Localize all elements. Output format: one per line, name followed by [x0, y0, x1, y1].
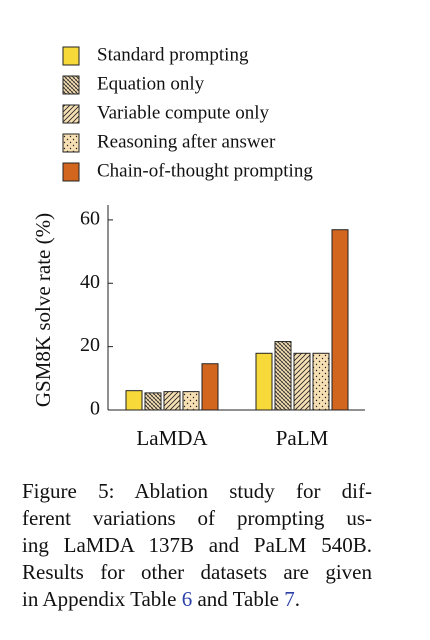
caption-line: Results for other datasets are given — [22, 560, 372, 584]
caption-line: Figure 5: Ablation study for dif- — [22, 479, 372, 503]
x-tick-label: LaMDA — [136, 426, 208, 450]
legend-label: Reasoning after answer — [97, 131, 276, 152]
bar — [293, 352, 311, 411]
y-axis-label: GSM8K solve rate (%) — [31, 213, 55, 407]
table-link[interactable]: 6 — [181, 587, 193, 611]
caption-line: in Appendix Table 6 and Table 7. — [22, 586, 372, 613]
caption-line: ferent variations of prompting us- — [22, 506, 372, 530]
y-tick-label: 40 — [80, 271, 100, 293]
bar — [125, 390, 143, 411]
y-tick-label: 20 — [80, 334, 100, 356]
bar — [274, 341, 292, 411]
legend-label: Equation only — [97, 73, 205, 94]
legend-label: Standard prompting — [97, 44, 249, 65]
legend-label: Chain-of-thought prompting — [97, 160, 313, 181]
x-tick-label: PaLM — [276, 426, 329, 450]
y-tick-label: 60 — [80, 207, 100, 229]
bar — [144, 392, 162, 411]
legend-swatch — [62, 46, 80, 66]
bar — [312, 352, 330, 411]
bar — [182, 391, 200, 411]
caption-text: in Appendix Table — [22, 587, 182, 611]
legend-swatch — [62, 75, 80, 95]
y-tick-label: 0 — [90, 398, 100, 420]
table-link[interactable]: 7 — [284, 587, 295, 611]
bar — [163, 391, 181, 411]
bar — [201, 363, 219, 411]
caption-text: . — [294, 587, 300, 611]
caption-line: ing LaMDA 137B and PaLM 540B. — [22, 533, 372, 557]
chart: GSM8K solve rate (%) 0 20 40 60 Standard pro… — [31, 44, 365, 450]
legend-label: Variable compute only — [97, 102, 270, 123]
legend-swatch — [62, 133, 80, 153]
caption-text: and Table — [192, 587, 285, 611]
bar — [255, 352, 273, 411]
bar — [331, 229, 349, 411]
legend-swatch — [62, 162, 80, 182]
caption: Figure 5: Ablation study for dif-ferent … — [22, 478, 372, 613]
legend-swatch — [62, 104, 80, 124]
